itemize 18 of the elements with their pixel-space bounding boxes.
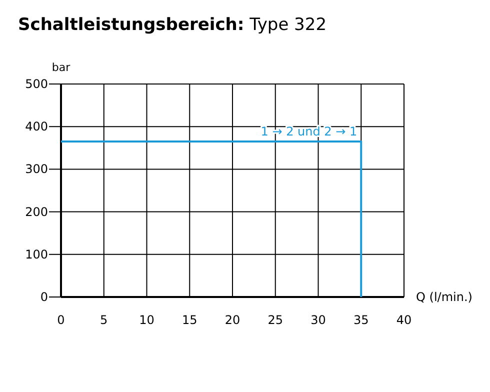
x-axis-title: Q (l/min.)	[416, 290, 472, 304]
x-tick-label: 30	[310, 313, 326, 327]
x-tick-label: 35	[353, 313, 369, 327]
y-tick-label: 200	[25, 204, 48, 219]
y-tick-label: 500	[25, 77, 48, 91]
y-tick-label: 400	[25, 120, 48, 134]
chart-title: Schaltleistungsbereich: Type 322	[18, 15, 327, 35]
x-tick-label: 10	[139, 313, 154, 327]
x-tick-label: 25	[268, 313, 284, 327]
y-tick-label: 0	[40, 290, 48, 304]
y-axis-title: bar	[52, 61, 71, 74]
x-tick-label: 0	[57, 313, 65, 327]
x-tick-label: 20	[224, 313, 240, 327]
y-tick-label: 100	[25, 247, 48, 262]
y-tick-label: 300	[25, 162, 48, 176]
x-tick-label: 40	[396, 313, 412, 327]
x-tick-label: 5	[100, 313, 108, 327]
x-tick-label: 15	[182, 313, 198, 327]
